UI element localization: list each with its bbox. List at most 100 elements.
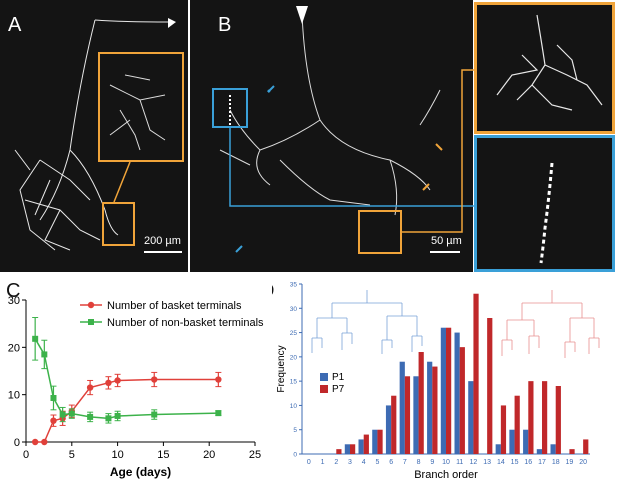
data-point-basket — [114, 377, 121, 384]
scale-label-a: 200 µm — [144, 235, 181, 247]
series-line-2 — [34, 338, 219, 420]
bar-p7 — [473, 293, 479, 454]
inset-a-connector — [113, 161, 131, 203]
data-point-basket — [105, 379, 112, 387]
data-point-non-basket — [41, 351, 48, 358]
y-tick-label-d: 15 — [290, 379, 298, 386]
bar-p1 — [413, 376, 419, 454]
bar-p7 — [542, 381, 548, 454]
data-point-non-basket — [59, 411, 66, 418]
scale-bar-b — [430, 251, 460, 253]
dendrogram-p7 — [501, 290, 600, 358]
bar-p1 — [454, 332, 460, 454]
inset-a-large-box — [98, 52, 184, 162]
x-tick-label-d: 16 — [524, 459, 532, 466]
x-tick-label-d: 9 — [430, 459, 434, 466]
panel-b-label: B — [218, 14, 232, 36]
x-axis-label-d: Branch order — [414, 469, 478, 481]
inset-blue-zoom — [474, 135, 615, 272]
inset-blue-neuron — [539, 162, 554, 264]
y-tick-label-c: 30 — [8, 295, 20, 307]
bar-p7 — [487, 318, 493, 454]
legend-label-p7: P7 — [332, 384, 345, 395]
panel-d: D 05101520253035012345678910111213141516… — [272, 278, 617, 490]
data-point-basket — [151, 376, 158, 383]
bar-p1 — [536, 449, 542, 454]
inset-a-small-box — [102, 202, 135, 246]
data-point-non-basket — [105, 415, 112, 422]
x-axis-label-c: Age (days) — [110, 465, 171, 479]
bar-p7 — [514, 395, 520, 454]
data-point-non-basket — [215, 410, 222, 417]
bar-p7 — [446, 327, 452, 454]
x-tick-label-d: 5 — [375, 459, 379, 466]
y-tick-label-d: 0 — [293, 452, 297, 459]
x-tick-label-d: 4 — [362, 459, 366, 466]
x-tick-label-d: 1 — [321, 459, 325, 466]
data-point-basket — [41, 438, 48, 446]
x-tick-label-d: 2 — [334, 459, 338, 466]
bar-p1 — [468, 381, 474, 454]
legend-label-1: Number of basket terminals — [107, 300, 242, 312]
bar-p7 — [500, 405, 507, 454]
data-point-basket — [215, 376, 222, 383]
legend-swatch-p1 — [320, 373, 328, 381]
data-point-non-basket — [50, 394, 57, 401]
bar-p1 — [399, 361, 405, 454]
panel-d-label: D — [272, 280, 274, 303]
neuron-a-drawing — [14, 18, 176, 251]
y-tick-label-d: 25 — [290, 330, 298, 337]
x-tick-label-d: 11 — [456, 459, 463, 466]
dendrogram-p1 — [311, 290, 423, 354]
data-point-basket — [50, 417, 57, 424]
x-tick-label-c: 20 — [203, 449, 215, 461]
legend-marker-2 — [88, 319, 94, 325]
bar-p1 — [495, 444, 501, 454]
inset-orange-neuron — [496, 14, 603, 111]
legend-label-p1: P1 — [332, 372, 345, 383]
bar-p7 — [350, 444, 356, 454]
bar-p7 — [418, 352, 424, 454]
panel-a-label: A — [8, 14, 22, 36]
data-point-basket — [31, 438, 39, 446]
x-tick-label-d: 15 — [511, 459, 519, 466]
y-axis-label-d: Frequency — [276, 345, 287, 392]
x-tick-label-d: 10 — [442, 459, 450, 466]
bar-p7 — [555, 386, 561, 454]
bar-p1 — [427, 361, 433, 454]
series-line-1 — [35, 378, 219, 443]
x-tick-label-d: 0 — [307, 459, 311, 466]
y-tick-label-d: 30 — [290, 306, 298, 313]
scale-bar-a — [144, 251, 182, 253]
y-tick-label-c: 10 — [8, 390, 20, 402]
data-point-non-basket — [68, 410, 75, 417]
x-tick-label-d: 6 — [389, 459, 393, 466]
y-tick-label-d: 5 — [293, 427, 297, 434]
inset-orange-zoom — [474, 2, 615, 134]
bar-p1 — [523, 429, 529, 454]
x-tick-label-d: 19 — [566, 459, 574, 466]
x-tick-label-c: 0 — [23, 449, 29, 461]
y-tick-label-d: 35 — [290, 282, 298, 289]
x-tick-label-d: 13 — [483, 459, 491, 466]
x-tick-label-d: 20 — [579, 459, 587, 466]
bar-p1 — [358, 439, 364, 454]
inset-b-orange-box — [358, 210, 402, 254]
legend-label-2: Number of non-basket terminals — [107, 317, 264, 329]
x-tick-label-d: 8 — [417, 459, 421, 466]
x-tick-label-d: 18 — [552, 459, 560, 466]
y-tick-label-c: 0 — [14, 437, 20, 449]
data-point-basket — [86, 384, 94, 391]
y-tick-label-d: 10 — [290, 403, 298, 410]
panel-c-label: C — [6, 280, 21, 302]
data-point-non-basket — [87, 413, 94, 420]
bar-p1 — [440, 327, 446, 454]
neuron-b-drawing — [219, 6, 441, 216]
inset-connectors — [229, 69, 474, 233]
bar-p1 — [344, 444, 350, 454]
bar-p7 — [569, 449, 575, 454]
inset-b-blue-box — [212, 88, 248, 128]
y-tick-label-d: 20 — [290, 354, 298, 361]
x-tick-label-d: 17 — [538, 459, 546, 466]
bar-p7 — [377, 429, 383, 454]
